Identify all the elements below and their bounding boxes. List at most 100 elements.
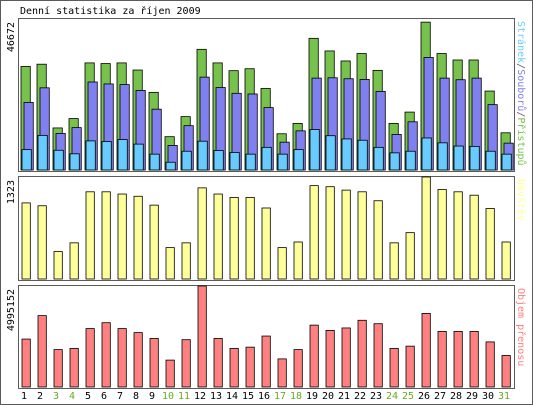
bar-prenos-day-8 <box>133 332 143 388</box>
x-tick-label-day-5: 5 <box>85 391 91 402</box>
bar-stranek-day-15 <box>245 153 256 171</box>
x-tick-label-day-15: 15 <box>242 391 254 402</box>
bar-prenos-day-30 <box>485 341 495 388</box>
bar-navstev-day-26 <box>421 176 431 280</box>
bar-stranek-day-18 <box>293 149 304 171</box>
bar-prenos-day-3 <box>53 349 63 388</box>
bar-stranek-day-3 <box>53 149 64 171</box>
bar-prenos-day-7 <box>117 328 127 388</box>
bar-navstev-day-23 <box>373 200 383 280</box>
bar-navstev-day-14 <box>229 197 239 280</box>
legend-entry: / <box>515 63 526 69</box>
bar-stranek-day-19 <box>309 129 320 171</box>
bar-navstev-day-18 <box>293 241 303 280</box>
x-tick-label-day-21: 21 <box>338 391 350 402</box>
bar-prenos-day-24 <box>389 347 399 388</box>
bar-navstev-day-10 <box>165 247 175 280</box>
bar-navstev-day-11 <box>181 242 191 280</box>
bar-stranek-day-11 <box>181 150 192 171</box>
x-tick-label-day-1: 1 <box>21 391 27 402</box>
x-tick-label-day-24: 24 <box>386 391 398 402</box>
bar-stranek-day-14 <box>229 152 240 171</box>
bar-stranek-day-17 <box>277 153 288 171</box>
bar-prenos-day-16 <box>261 335 271 388</box>
bar-navstev-day-2 <box>37 205 47 280</box>
bar-prenos-day-23 <box>373 323 383 388</box>
bar-stranek-day-1 <box>21 149 32 171</box>
bar-prenos-day-15 <box>245 346 255 388</box>
x-tick-label-day-17: 17 <box>274 391 286 402</box>
bar-navstev-day-7 <box>117 193 127 280</box>
bar-navstev-day-30 <box>485 208 495 280</box>
bar-navstev-day-8 <box>133 195 143 280</box>
legend-entry: Objem přenosu <box>515 288 527 366</box>
bar-navstev-day-5 <box>85 191 95 280</box>
bar-stranek-day-10 <box>165 161 176 171</box>
bar-prenos-day-6 <box>101 322 111 388</box>
x-tick-label-day-23: 23 <box>370 391 382 402</box>
bar-stranek-day-7 <box>117 139 128 171</box>
x-tick-label-day-13: 13 <box>210 391 222 402</box>
y-axis-max-label-3: 4995152 <box>6 289 17 331</box>
bar-prenos-day-21 <box>341 327 351 388</box>
bar-stranek-day-4 <box>69 153 80 171</box>
bar-prenos-day-25 <box>405 345 415 388</box>
bar-stranek-day-6 <box>101 141 112 171</box>
bar-navstev-day-6 <box>101 191 111 280</box>
x-tick-label-day-2: 2 <box>37 391 43 402</box>
bar-navstev-day-25 <box>405 232 415 280</box>
x-tick-label-day-19: 19 <box>306 391 318 402</box>
x-tick-label-day-27: 27 <box>434 391 446 402</box>
bar-navstev-day-28 <box>453 191 463 280</box>
bar-stranek-day-29 <box>469 145 480 171</box>
legend-entry: Stránek <box>515 21 527 63</box>
bar-navstev-day-29 <box>469 194 479 280</box>
bar-prenos-day-10 <box>165 359 175 388</box>
x-tick-label-day-28: 28 <box>450 391 462 402</box>
bar-stranek-day-27 <box>437 142 448 171</box>
bar-stranek-day-2 <box>37 134 48 171</box>
legend-entry: Souborů <box>515 69 527 111</box>
legend-1: Stránek/Souborů/Přístupů <box>515 21 527 166</box>
bar-prenos-day-20 <box>325 329 335 388</box>
bar-prenos-day-27 <box>437 330 447 388</box>
y-axis-max-label-1: 46672 <box>6 22 17 52</box>
legend-3: Objem přenosu <box>515 288 527 366</box>
bar-navstev-day-4 <box>69 242 79 280</box>
bar-navstev-day-21 <box>341 189 351 280</box>
x-tick-label-day-3: 3 <box>53 391 59 402</box>
bar-prenos-day-5 <box>85 328 95 388</box>
bar-stranek-day-26 <box>421 137 432 171</box>
bar-navstev-day-16 <box>261 207 271 280</box>
bar-prenos-day-4 <box>69 347 79 388</box>
bar-prenos-day-18 <box>293 349 303 388</box>
legend-entry: Návštěv <box>515 179 527 221</box>
bar-navstev-day-9 <box>149 204 159 280</box>
x-tick-label-day-20: 20 <box>322 391 334 402</box>
bar-navstev-day-22 <box>357 191 367 280</box>
x-tick-label-day-31: 31 <box>498 391 510 402</box>
bar-prenos-day-28 <box>453 330 463 388</box>
chart-title: Denní statistika za říjen 2009 <box>20 5 201 17</box>
bar-navstev-day-15 <box>245 197 255 280</box>
bar-stranek-day-23 <box>373 146 384 171</box>
bar-navstev-day-17 <box>277 247 287 280</box>
bar-navstev-day-12 <box>197 187 207 280</box>
bar-navstev-day-1 <box>21 202 31 280</box>
x-tick-label-day-4: 4 <box>69 391 75 402</box>
x-tick-label-day-16: 16 <box>258 391 270 402</box>
bar-stranek-day-21 <box>341 138 352 171</box>
bar-prenos-day-19 <box>309 324 319 388</box>
bar-stranek-day-25 <box>405 150 416 171</box>
x-tick-label-day-7: 7 <box>117 391 123 402</box>
bar-stranek-day-24 <box>389 152 400 171</box>
bar-stranek-day-30 <box>485 150 496 171</box>
x-tick-label-day-10: 10 <box>162 391 174 402</box>
legend-entry: / <box>515 111 526 117</box>
bar-prenos-day-26 <box>421 313 431 388</box>
x-tick-label-day-25: 25 <box>402 391 414 402</box>
x-tick-label-day-9: 9 <box>149 391 155 402</box>
bar-navstev-day-24 <box>389 242 399 280</box>
